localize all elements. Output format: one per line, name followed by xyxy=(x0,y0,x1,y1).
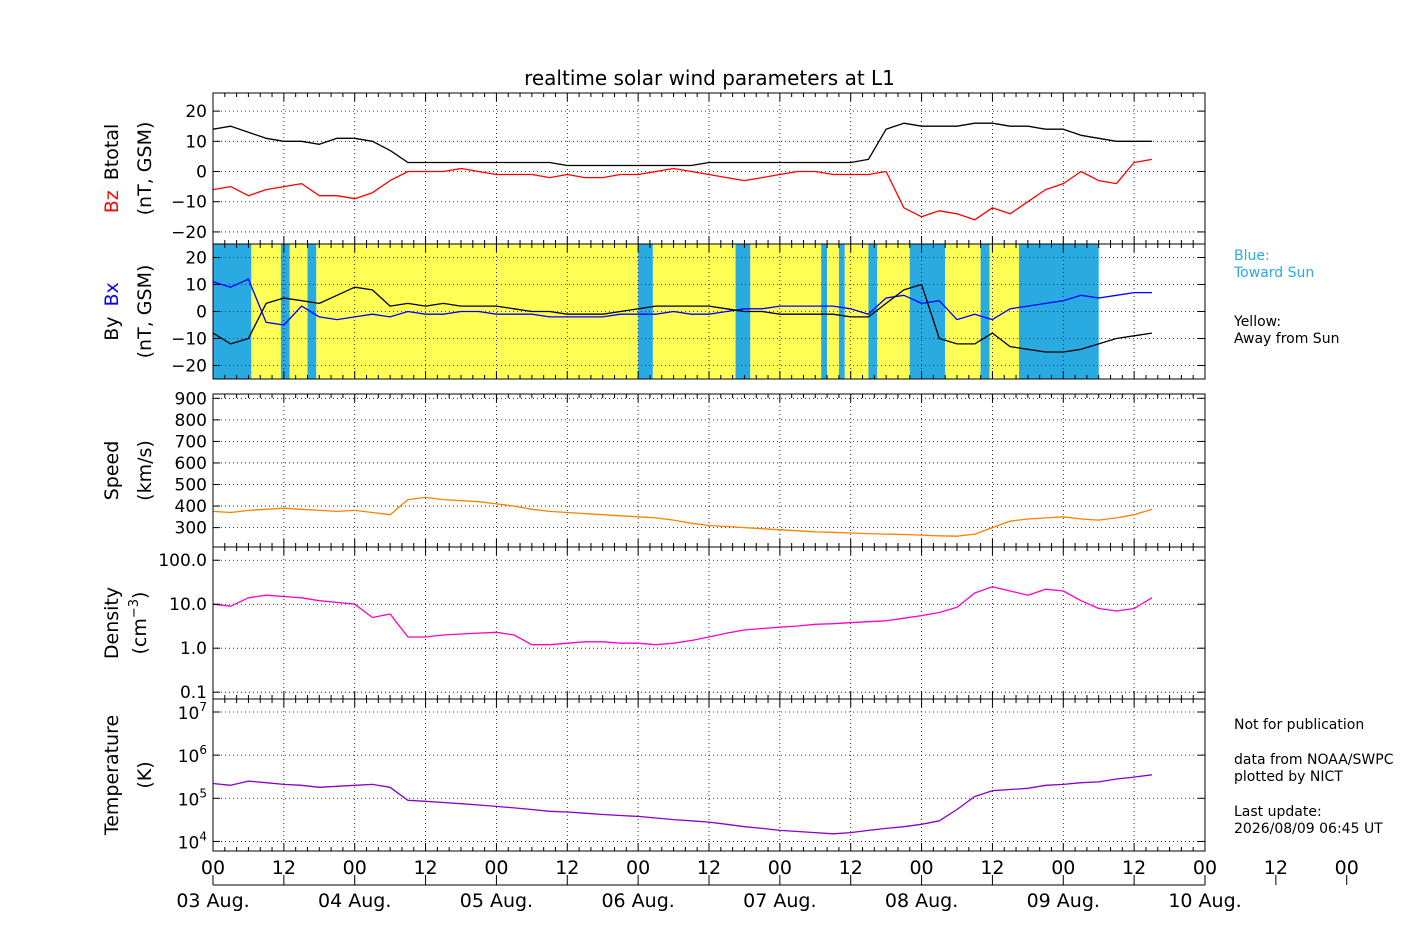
series-line-speed xyxy=(212,496,1153,537)
series-line-bz xyxy=(212,158,1153,221)
sector-band-away xyxy=(289,244,308,379)
y-tick-label: 20 xyxy=(185,102,207,122)
hour-tick-label: 00 xyxy=(1051,857,1075,879)
y-tick-label: 400 xyxy=(175,497,207,517)
y-tick-label: 107 xyxy=(178,700,207,724)
y-tick-label: 1.0 xyxy=(180,639,207,659)
y-axis-label-title: Density xyxy=(101,587,123,659)
y-tick-label: 10 xyxy=(185,276,207,296)
sector-band-away xyxy=(989,244,1019,379)
note-plotted-by: plotted by NICT xyxy=(1234,769,1343,785)
y-tick-label: 10 xyxy=(185,132,207,152)
day-tick-label: 06 Aug. xyxy=(601,890,674,912)
chart-title: realtime solar wind parameters at L1 xyxy=(524,66,895,90)
hour-tick-label: 12 xyxy=(697,857,721,879)
day-tick-label: 05 Aug. xyxy=(460,890,533,912)
hour-tick-label: 12 xyxy=(980,857,1004,879)
y-tick-label: 10.0 xyxy=(169,595,207,615)
sector-band-away xyxy=(251,244,281,379)
y-tick-label: 700 xyxy=(175,432,207,452)
time-axis: 00 12 00 12 00 12 00 12 00 12 00 12 00 12 00 12 00 03 Aug… xyxy=(176,857,1358,912)
series-line-density xyxy=(212,586,1153,646)
hour-tick-label: 00 xyxy=(768,857,792,879)
note-last-update-label: Last update: xyxy=(1234,804,1322,820)
y-axis-label-units: (km/s) xyxy=(134,440,156,501)
hour-tick-label: 12 xyxy=(1264,857,1288,879)
y-tick-label: 600 xyxy=(175,454,207,474)
y-tick-label: −10 xyxy=(171,330,207,350)
y-axis-label-units: (K) xyxy=(134,761,156,788)
sector-band-away xyxy=(945,244,981,379)
hour-tick-label: 12 xyxy=(839,857,863,879)
y-tick-label: 0 xyxy=(196,303,207,323)
y-axis-label-components: ByBx xyxy=(101,282,123,341)
sector-band-toward xyxy=(307,244,317,379)
y-axis-label-title: Temperature xyxy=(101,715,123,836)
hour-tick-label: 00 xyxy=(343,857,367,879)
y-tick-label: 106 xyxy=(178,743,207,767)
hour-tick-label: 00 xyxy=(1193,857,1217,879)
hour-tick-label: 12 xyxy=(555,857,579,879)
y-tick-label: 500 xyxy=(175,476,207,496)
sector-band-toward xyxy=(821,244,828,379)
series-line-btotal xyxy=(212,122,1152,167)
y-tick-label: −20 xyxy=(171,357,207,377)
series-line-bx xyxy=(212,278,1152,326)
panel-proton-density: 100.0 10.0 1.0 0.1 Density (cm−3) xyxy=(101,546,1206,703)
y-axis-label-units: (cm−3) xyxy=(127,592,151,655)
day-tick-label: 03 Aug. xyxy=(176,890,249,912)
panel-magnetic-field-total: 20 10 0 −10 −20 BzBtotal (nT, GSM) xyxy=(101,92,1206,245)
y-tick-label: 800 xyxy=(175,411,207,431)
y-tick-label: 105 xyxy=(178,786,207,810)
note-data-from: data from NOAA/SWPC xyxy=(1234,752,1394,768)
hour-tick-label: 12 xyxy=(272,857,296,879)
sector-band-toward xyxy=(1019,244,1099,379)
y-axis-label-title: Speed xyxy=(101,441,123,501)
hour-tick-label: 00 xyxy=(626,857,650,879)
y-tick-label: −20 xyxy=(171,223,207,243)
day-tick-label: 04 Aug. xyxy=(318,890,391,912)
y-tick-label: 104 xyxy=(178,829,207,853)
sector-band-away xyxy=(844,244,869,379)
hour-tick-label: 00 xyxy=(909,857,933,879)
hour-tick-label: 12 xyxy=(413,857,437,879)
y-tick-label: 20 xyxy=(185,249,207,269)
panel-proton-temperature: 107 106 105 104 Temperature (K) xyxy=(101,698,1206,853)
day-tick-label: 08 Aug. xyxy=(885,890,958,912)
day-tick-label: 07 Aug. xyxy=(743,890,816,912)
hour-tick-label: 00 xyxy=(1335,857,1359,879)
y-tick-label: −10 xyxy=(171,193,207,213)
hour-tick-label: 00 xyxy=(201,857,225,879)
panel-magnetic-field-components: 20 10 0 −10 −20 ByBx (nT, GSM) xyxy=(101,243,1206,380)
y-axis-label-units: (nT, GSM) xyxy=(134,265,156,359)
note-not-for-publication: Not for publication xyxy=(1234,717,1365,733)
y-tick-label: 300 xyxy=(175,519,207,539)
series-line-temperature xyxy=(212,774,1152,835)
y-tick-label: 0.1 xyxy=(180,683,207,703)
y-tick-label: 100.0 xyxy=(158,551,207,571)
hour-tick-label: 00 xyxy=(484,857,508,879)
legend-yellow-label: Yellow: xyxy=(1234,314,1282,330)
y-axis-label-units: (nT, GSM) xyxy=(134,122,156,216)
y-tick-label: 900 xyxy=(175,389,207,409)
series-line-by xyxy=(212,283,1152,353)
legend-yellow-text: Away from Sun xyxy=(1234,331,1340,347)
y-axis-label-components: BzBtotal xyxy=(101,124,123,214)
day-tick-label: 09 Aug. xyxy=(1027,890,1100,912)
sector-band-toward xyxy=(868,244,878,379)
legend-blue-label: Blue: xyxy=(1234,248,1270,264)
sector-band-toward xyxy=(909,244,946,379)
day-tick-label: 10 Aug. xyxy=(1168,890,1241,912)
hour-tick-label: 12 xyxy=(1122,857,1146,879)
legend-blue-text: Toward Sun xyxy=(1234,265,1315,281)
y-tick-label: 0 xyxy=(196,163,207,183)
note-last-update-value: 2026/08/09 06:45 UT xyxy=(1234,821,1383,837)
